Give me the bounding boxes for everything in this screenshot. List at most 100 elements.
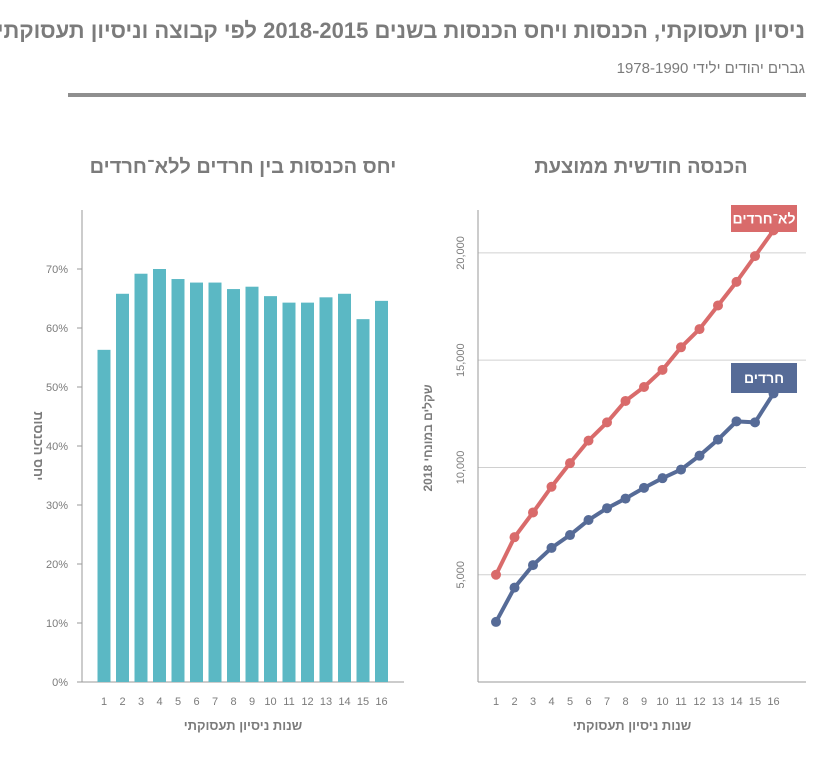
series-point-haredi — [491, 616, 501, 627]
bar-y-tick-label: 0% — [52, 677, 68, 689]
bar — [116, 293, 129, 682]
bar — [245, 286, 259, 682]
bar-y-tick-label: 30% — [46, 500, 68, 512]
series-point-non-haredi — [546, 481, 557, 492]
bar — [190, 282, 203, 682]
series-point-non-haredi — [491, 569, 501, 580]
bar — [134, 273, 148, 682]
series-point-haredi — [546, 542, 557, 553]
bar — [227, 289, 240, 682]
series-point-haredi — [639, 482, 649, 493]
bar-x-tick-label: 6 — [193, 696, 199, 708]
line-x-tick-label: 4 — [548, 696, 554, 708]
series-line-non-haredi — [494, 229, 776, 576]
bar — [282, 302, 296, 682]
series-point-haredi — [694, 450, 705, 461]
series-point-non-haredi — [565, 458, 575, 469]
bar-x-tick-label: 1 — [101, 696, 107, 708]
bar — [97, 349, 111, 682]
bar — [301, 302, 314, 682]
line-x-axis-label: שנות ניסיון תעסוקתי — [573, 718, 692, 733]
series-point-haredi — [657, 473, 668, 484]
series-point-haredi — [565, 530, 575, 541]
bar — [171, 279, 185, 682]
series-point-haredi — [583, 515, 594, 526]
page-title: ניסיון תעסוקתי, הכנסות ויחס הכנסות בשנים… — [0, 18, 805, 43]
bar-y-axis-label: יחס הכנסות — [31, 411, 46, 480]
series-point-non-haredi — [583, 435, 594, 446]
line-x-tick-label: 9 — [641, 696, 647, 708]
bar-x-tick-label: 10 — [264, 696, 276, 708]
bar-y-tick-label: 40% — [46, 441, 68, 453]
series-point-haredi — [750, 417, 760, 428]
legend-label-non-haredi: לא־חרדים — [733, 211, 796, 227]
bar-y-tick-label: 60% — [46, 323, 68, 335]
bar-x-tick-label: 14 — [338, 696, 350, 708]
series-point-haredi — [509, 582, 520, 593]
bar-x-tick-label: 8 — [230, 696, 236, 708]
bar-y-tick-label: 70% — [46, 264, 68, 276]
series-point-non-haredi — [676, 342, 686, 353]
bar-x-tick-label: 9 — [249, 696, 255, 708]
line-x-tick-label: 1 — [493, 696, 499, 708]
series-point-non-haredi — [639, 382, 649, 392]
line-y-tick-label: 10,000 — [455, 451, 467, 485]
series-point-non-haredi — [509, 532, 520, 543]
series-point-haredi — [620, 493, 631, 504]
bar-x-tick-label: 11 — [283, 696, 294, 708]
bar-x-axis-label: שנות ניסיון תעסוקתי — [184, 718, 303, 733]
bar — [208, 282, 222, 682]
legend-box-haredi — [731, 363, 797, 393]
header-divider — [68, 93, 806, 97]
series-point-haredi — [713, 434, 723, 445]
bar-x-tick-label: 4 — [156, 696, 162, 708]
line-x-tick-label: 3 — [530, 696, 536, 708]
bar-y-tick-label: 10% — [46, 618, 68, 630]
line-y-tick-label: 5,000 — [455, 561, 467, 589]
line-x-tick-label: 2 — [511, 696, 517, 708]
bar-x-tick-label: 7 — [212, 696, 218, 708]
bar-x-tick-label: 13 — [320, 696, 332, 708]
line-chart-title: הכנסה חודשית ממוצעת — [534, 156, 748, 178]
series-point-non-haredi — [713, 300, 723, 311]
bar — [338, 293, 351, 682]
series-point-haredi — [676, 464, 686, 475]
series-point-haredi — [731, 416, 742, 427]
series-point-non-haredi — [750, 251, 760, 262]
line-x-tick-label: 13 — [712, 696, 724, 708]
line-x-tick-label: 7 — [604, 696, 610, 708]
bar — [153, 269, 166, 682]
bar-chart: 0%10%20%30%40%50%60%70%1 2 3 4 5 6 7 8 9 10 11 12 13… — [31, 210, 404, 733]
line-y-axis-label: שקלים במונחי 2018 — [421, 384, 435, 491]
series-point-non-haredi — [694, 324, 705, 335]
bar-x-tick-label: 16 — [375, 696, 387, 708]
bar-chart-title: יחס הכנסות בין חרדים ללא־חרדים — [89, 156, 397, 178]
page-subtitle: גברים יהודים ילידי 1978-1990 — [616, 60, 805, 77]
bar-y-tick-label: 20% — [46, 559, 68, 571]
line-x-tick-label: 12 — [693, 696, 705, 708]
bar-x-tick-label: 5 — [175, 696, 181, 708]
series-point-non-haredi — [528, 507, 538, 518]
bar — [264, 296, 277, 682]
series-point-haredi — [528, 560, 538, 571]
series-point-non-haredi — [731, 276, 742, 287]
legend-box-non-haredi — [731, 205, 797, 232]
line-x-tick-label: 8 — [622, 696, 628, 708]
series-point-non-haredi — [602, 417, 612, 428]
line-x-tick-label: 6 — [585, 696, 591, 708]
series-line-haredi — [494, 392, 776, 623]
bar-x-tick-label: 15 — [357, 696, 369, 708]
series-point-non-haredi — [657, 364, 668, 375]
series-point-non-haredi — [620, 395, 631, 406]
bar — [375, 300, 388, 682]
line-x-tick-label: 5 — [567, 696, 573, 708]
line-y-tick-label: 20,000 — [455, 236, 467, 270]
legend-label-haredi: חרדים — [744, 370, 784, 386]
line-y-tick-label: 15,000 — [455, 343, 467, 377]
bar-y-tick-label: 50% — [46, 382, 68, 394]
line-x-tick-label: 15 — [749, 696, 761, 708]
line-x-tick-label: 11 — [675, 696, 686, 708]
line-x-tick-label: 14 — [730, 696, 742, 708]
